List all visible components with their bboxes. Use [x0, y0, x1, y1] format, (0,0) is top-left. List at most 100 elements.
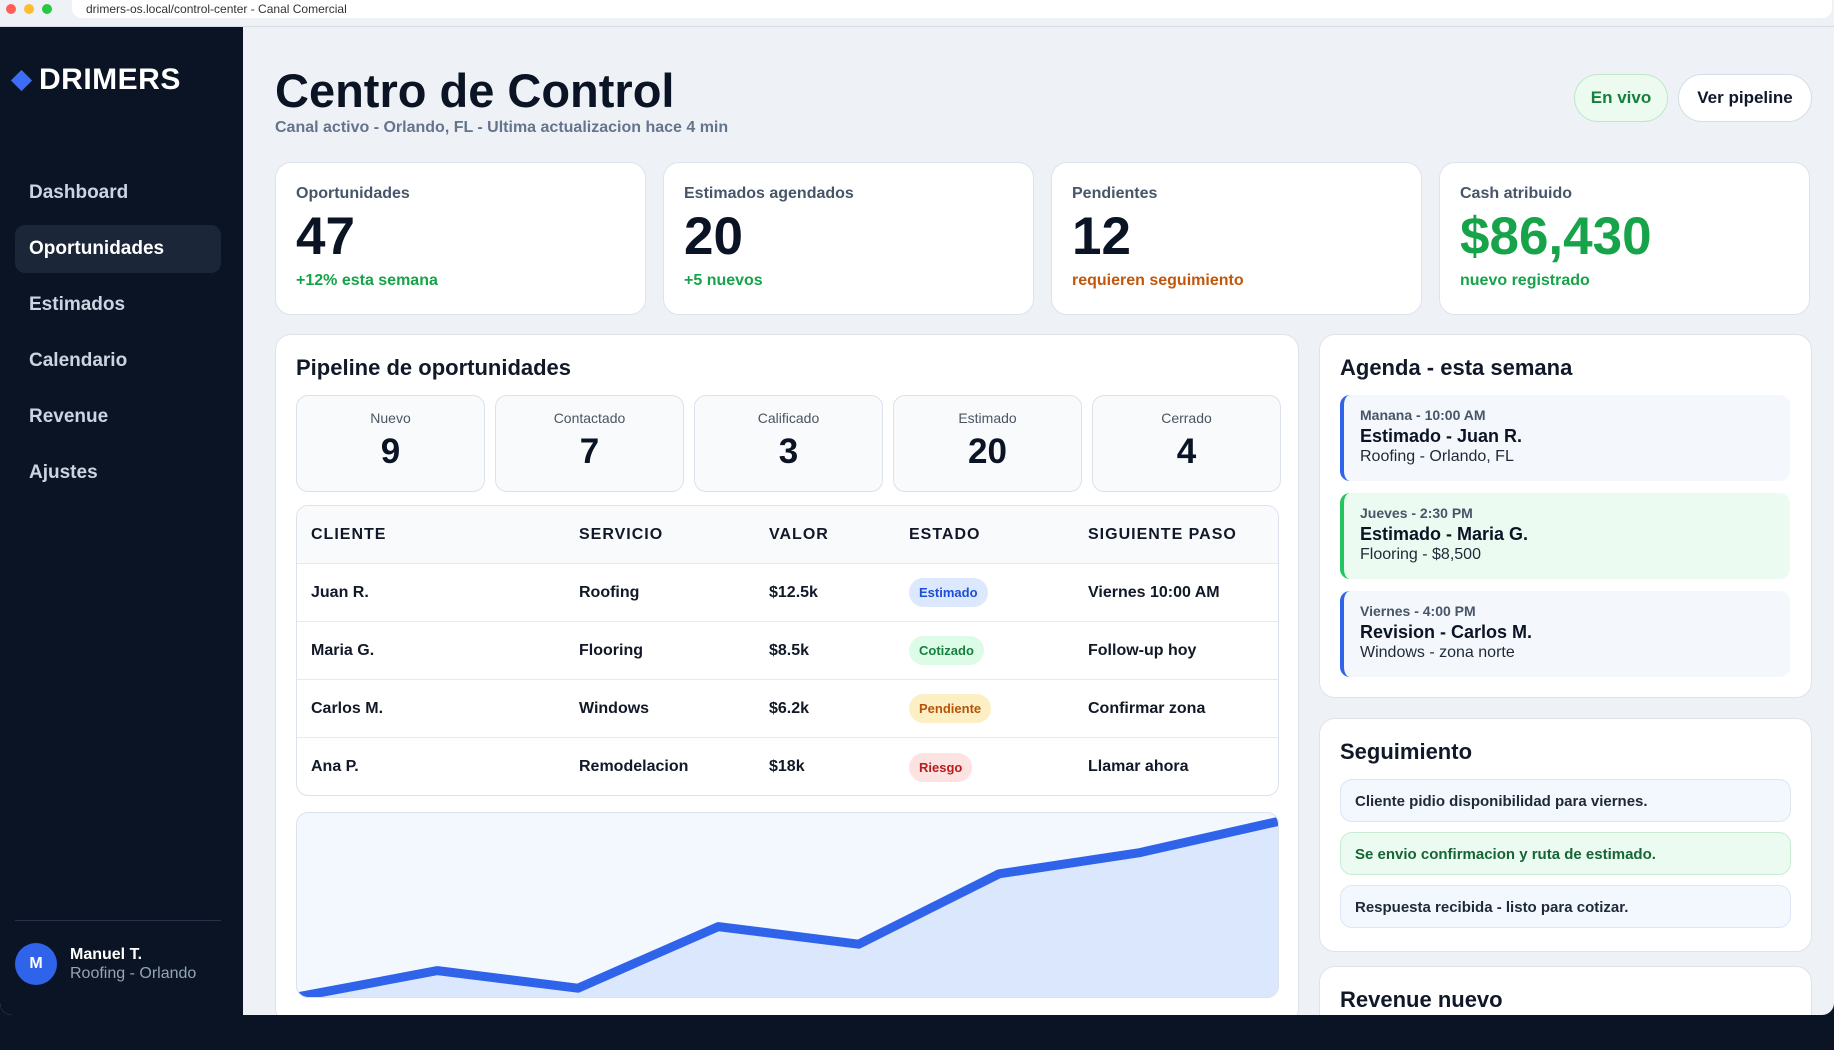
event-detail: Roofing - Orlando, FL [1360, 448, 1514, 465]
stage-contactado[interactable]: Contactado 7 [495, 395, 684, 492]
stage-label: Contactado [553, 410, 626, 426]
app-window: DRIMERS Dashboard Oportunidades Estimado… [0, 27, 1834, 1015]
followup-item[interactable]: Se envio confirmacion y ruta de estimado… [1340, 832, 1791, 875]
table-row[interactable]: Maria G. Flooring $8.5k Cotizado Follow-… [297, 622, 1278, 680]
followup-title: Seguimiento [1340, 739, 1473, 764]
sidebar-item-ajustes[interactable]: Ajustes [29, 462, 98, 483]
cell-valor: $6.2k [769, 699, 810, 717]
table-row[interactable]: Ana P. Remodelacion $18k Riesgo Llamar a… [297, 738, 1278, 795]
cell-valor: $12.5k [769, 583, 818, 601]
brand-logo[interactable]: DRIMERS [10, 63, 181, 97]
stage-calificado[interactable]: Calificado 3 [694, 395, 883, 492]
close-window-icon[interactable] [6, 4, 16, 14]
trend-line [297, 816, 1278, 997]
event-detail: Windows - zona norte [1360, 644, 1515, 661]
event-time: Jueves - 2:30 PM [1360, 505, 1473, 521]
pipeline-stages: Nuevo 9 Contactado 7 Calificado 3 Estima… [296, 395, 1281, 492]
stage-count: 20 [968, 432, 1007, 471]
revenue-card: Revenue nuevo [1319, 966, 1812, 1015]
kpi-value: $86,430 [1460, 207, 1652, 266]
stage-count: 7 [579, 432, 600, 471]
user-profile[interactable]: M Manuel T. Roofing - Orlando [15, 920, 221, 985]
table-row[interactable]: Juan R. Roofing $12.5k Estimado Viernes … [297, 564, 1278, 622]
sidebar-item-calendario[interactable]: Calendario [29, 350, 128, 371]
kpi-label: Estimados agendados [684, 185, 854, 202]
stage-label: Estimado [958, 410, 1017, 426]
table-header: CLIENTE SERVICIO VALOR ESTADO SIGUIENTE … [297, 506, 1278, 564]
live-status-button[interactable]: En vivo [1574, 74, 1668, 122]
event-title: Estimado - Juan R. [1360, 426, 1523, 446]
column-header-valor[interactable]: VALOR [769, 525, 829, 543]
kpi-card-cash: Cash atribuido $86,430 nuevo registrado [1439, 162, 1810, 315]
sidebar-item-estimados[interactable]: Estimados [29, 294, 126, 315]
address-bar[interactable]: drimers-os.local/control-center - Canal … [72, 0, 1832, 18]
stage-label: Nuevo [370, 410, 411, 426]
agenda-event[interactable]: Jueves - 2:30 PM Estimado - Maria G. Flo… [1340, 493, 1790, 579]
table-row[interactable]: Carlos M. Windows $6.2k Pendiente Confir… [297, 680, 1278, 738]
kpi-value: 47 [296, 207, 355, 266]
kpi-note: +5 nuevos [684, 272, 763, 290]
browser-chrome: drimers-os.local/control-center - Canal … [0, 0, 1834, 27]
kpi-label: Oportunidades [296, 185, 410, 202]
stage-nuevo[interactable]: Nuevo 9 [296, 395, 485, 492]
column-header-estado[interactable]: ESTADO [909, 525, 981, 543]
kpi-value: 20 [684, 207, 743, 266]
column-header-servicio[interactable]: SERVICIO [579, 525, 664, 543]
minimize-window-icon[interactable] [24, 4, 34, 14]
brand-name: DRIMERS [39, 63, 181, 96]
agenda-card: Agenda - esta semana Manana - 10:00 AM E… [1319, 334, 1812, 698]
kpi-note: nuevo registrado [1460, 272, 1590, 290]
kpi-note: requieren seguimiento [1072, 272, 1244, 290]
agenda-event[interactable]: Manana - 10:00 AM Estimado - Juan R. Roo… [1340, 395, 1790, 481]
event-title: Estimado - Maria G. [1360, 524, 1529, 544]
opportunities-table: CLIENTE SERVICIO VALOR ESTADO SIGUIENTE … [296, 505, 1279, 796]
sidebar-item-dashboard[interactable]: Dashboard [29, 182, 129, 203]
stage-estimado[interactable]: Estimado 20 [893, 395, 1082, 492]
page-subtitle: Canal activo - Orlando, FL - Ultima actu… [275, 119, 729, 136]
cell-siguiente-paso: Llamar ahora [1088, 758, 1189, 775]
status-badge: Pendiente [909, 694, 992, 723]
status-badge: Estimado [909, 578, 988, 607]
cell-cliente: Carlos M. [311, 699, 384, 717]
cell-servicio: Windows [579, 699, 650, 717]
sidebar: DRIMERS Dashboard Oportunidades Estimado… [0, 27, 243, 1015]
diamond-icon [10, 69, 33, 91]
kpi-label: Cash atribuido [1460, 185, 1573, 202]
stage-label: Calificado [757, 410, 820, 426]
stage-count: 3 [778, 432, 799, 471]
cell-cliente: Ana P. [311, 758, 359, 775]
trend-chart-svg [297, 816, 1278, 997]
pipeline-title: Pipeline de oportunidades [296, 355, 572, 380]
page-title: Centro de Control [275, 64, 675, 117]
cell-cliente: Juan R. [311, 583, 369, 601]
pipeline-card: Pipeline de oportunidades Nuevo 9 Contac… [275, 334, 1299, 1015]
sidebar-item-revenue[interactable]: Revenue [29, 406, 109, 427]
sidebar-item-oportunidades[interactable]: Oportunidades [15, 225, 221, 273]
kpi-card-pendientes: Pendientes 12 requieren seguimiento [1051, 162, 1422, 315]
revenue-title: Revenue nuevo [1340, 987, 1503, 1012]
stage-count: 9 [380, 432, 401, 471]
user-name: Manuel T. [70, 945, 143, 963]
trend-chart [296, 812, 1279, 998]
trend-area [297, 821, 1278, 997]
followup-card: Seguimiento Cliente pidio disponibilidad… [1319, 718, 1812, 952]
cell-servicio: Flooring [579, 641, 643, 659]
cell-siguiente-paso: Confirmar zona [1088, 699, 1206, 717]
cell-valor: $8.5k [769, 641, 810, 659]
view-pipeline-button[interactable]: Ver pipeline [1678, 74, 1812, 122]
event-time: Viernes - 4:00 PM [1360, 603, 1476, 619]
column-header-siguiente-paso[interactable]: SIGUIENTE PASO [1088, 525, 1237, 543]
event-detail: Flooring - $8,500 [1360, 546, 1481, 563]
sidebar-nav: Dashboard Oportunidades Estimados Calend… [15, 169, 221, 505]
stage-cerrado[interactable]: Cerrado 4 [1092, 395, 1281, 492]
maximize-window-icon[interactable] [42, 4, 52, 14]
kpi-label: Pendientes [1072, 185, 1158, 202]
event-title: Revision - Carlos M. [1360, 622, 1533, 642]
status-badge: Riesgo [909, 752, 973, 782]
kpi-card-estimados: Estimados agendados 20 +5 nuevos [663, 162, 1034, 315]
agenda-event[interactable]: Viernes - 4:00 PM Revision - Carlos M. W… [1340, 591, 1790, 677]
cell-cliente: Maria G. [311, 641, 375, 659]
followup-item[interactable]: Cliente pidio disponibilidad para vierne… [1340, 779, 1791, 822]
followup-item[interactable]: Respuesta recibida - listo para cotizar. [1340, 885, 1791, 928]
column-header-cliente[interactable]: CLIENTE [311, 525, 387, 543]
